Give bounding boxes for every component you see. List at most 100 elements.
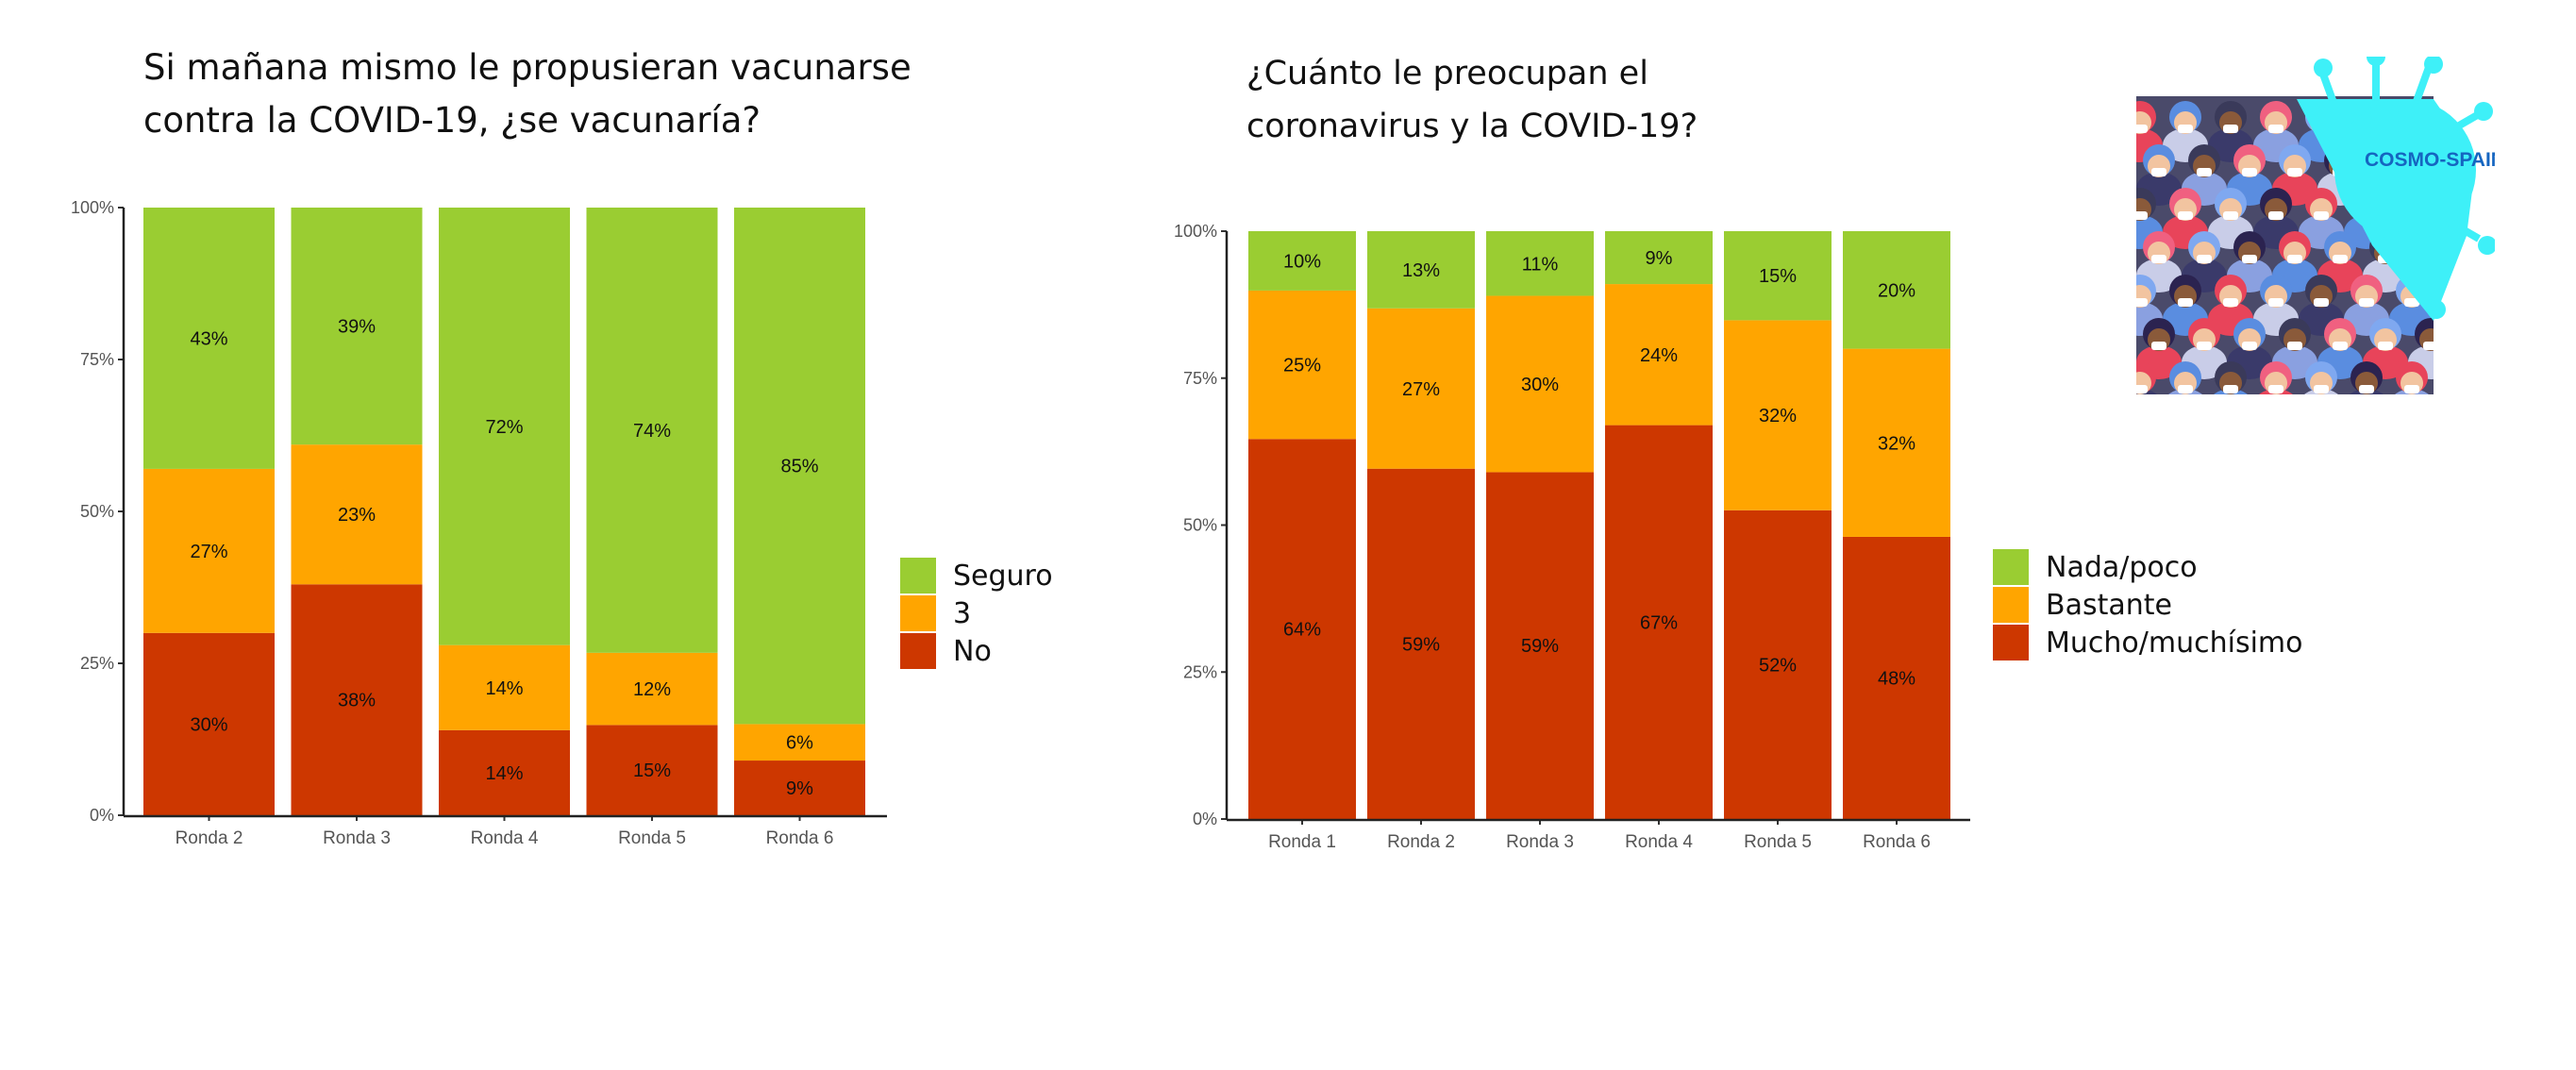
- crowd-mask: [2136, 211, 2148, 220]
- virus-icon: [2297, 57, 2495, 321]
- bar-segment: [1724, 231, 1832, 321]
- bar-segment: [143, 632, 275, 815]
- crowd-mask: [2197, 168, 2212, 176]
- crowd-mask: [2223, 385, 2238, 393]
- data-label: 32%: [1878, 433, 1915, 454]
- data-label: 64%: [1283, 620, 1321, 641]
- crowd-mask: [2423, 342, 2434, 350]
- data-label: 9%: [1646, 248, 1673, 269]
- data-label: 12%: [633, 679, 671, 700]
- bar-segment: [143, 208, 275, 469]
- crowd-mask: [2404, 298, 2419, 307]
- bar-segment: [586, 725, 718, 815]
- data-label: 52%: [1759, 655, 1797, 676]
- bar-segment: [1605, 231, 1713, 285]
- legend-swatch: [900, 633, 936, 669]
- crowd-mask: [2314, 385, 2329, 393]
- chart-title-vaccination: Si mañana mismo le propusieran vacunarse…: [143, 47, 912, 141]
- bar-segment: [586, 652, 718, 726]
- data-label: 25%: [1283, 356, 1321, 376]
- crowd-mask: [2333, 342, 2348, 350]
- legend-concern: Nada/poco Bastante Mucho/muchísimo: [1993, 548, 2303, 661]
- data-label: 13%: [1402, 260, 1440, 281]
- crowd-mask: [2333, 255, 2348, 263]
- crowd-mask: [2378, 342, 2393, 350]
- legend-swatch: [1993, 549, 2029, 585]
- bar-segment: [1724, 320, 1832, 510]
- legend-item: Bastante: [1993, 586, 2303, 624]
- bar-segment: [439, 644, 570, 730]
- y-tick-label: 25%: [1183, 662, 1217, 681]
- data-label: 30%: [190, 714, 227, 735]
- bar-segment: [1843, 231, 1950, 349]
- crowd-mask: [2268, 125, 2283, 133]
- legend-swatch: [1993, 625, 2029, 660]
- crowd-mask: [2178, 125, 2193, 133]
- chart-2: 64% 25% 10% Ronda 1 59% 27% 13% Ronda 2 59% 30% 11…: [1174, 222, 1970, 852]
- data-label: 27%: [1402, 379, 1440, 400]
- x-tick-label: Ronda 2: [1387, 832, 1455, 852]
- data-label: 27%: [190, 542, 227, 562]
- crowd-mask: [2197, 255, 2212, 263]
- data-label: 23%: [338, 505, 376, 526]
- legend-swatch: [900, 595, 936, 631]
- crowd-mask: [2178, 211, 2193, 220]
- legend-label: Nada/poco: [2046, 550, 2198, 584]
- crowd-mask: [2287, 342, 2302, 350]
- data-label: 14%: [485, 678, 523, 699]
- legend-label: Bastante: [2046, 588, 2172, 622]
- bar-segment: [1486, 231, 1594, 296]
- crowd-mask: [2268, 385, 2283, 393]
- crowd-mask: [2136, 298, 2148, 307]
- legend-label: Seguro: [953, 559, 1053, 593]
- y-tick-label: 100%: [1174, 222, 1217, 241]
- y-tick-label: 0%: [1193, 810, 1217, 828]
- data-label: 14%: [485, 763, 523, 784]
- x-tick-label: Ronda 4: [1625, 832, 1693, 852]
- bar-segment: [586, 208, 718, 653]
- data-label: 85%: [780, 457, 818, 477]
- crowd-mask: [2287, 168, 2302, 176]
- chart-title-concern: ¿Cuánto le preocupan el coronavirus y la…: [1246, 55, 1698, 145]
- bar-segment: [1843, 348, 1950, 537]
- x-tick-label: Ronda 3: [323, 828, 391, 848]
- crowd-mask: [2136, 385, 2148, 393]
- crowd-mask: [2287, 255, 2302, 263]
- data-label: 6%: [786, 733, 813, 754]
- bar-segment: [1248, 231, 1356, 291]
- data-label: 32%: [1759, 406, 1797, 426]
- data-label: 43%: [190, 328, 227, 349]
- data-label: 72%: [485, 417, 523, 438]
- bar-segment: [1248, 290, 1356, 440]
- bar-segment: [1367, 468, 1475, 819]
- bar-segment: [1367, 231, 1475, 309]
- bar-segment: [1724, 510, 1832, 819]
- data-label: 59%: [1402, 634, 1440, 655]
- legend-swatch: [1993, 587, 2029, 623]
- data-label: 38%: [338, 691, 376, 711]
- data-label: 39%: [338, 317, 376, 338]
- y-tick-label: 75%: [80, 350, 114, 369]
- x-tick-label: Ronda 4: [471, 828, 539, 848]
- crowd-mask: [2151, 168, 2166, 176]
- x-tick-label: Ronda 6: [766, 828, 834, 848]
- bar-segment: [439, 729, 570, 815]
- crowd-mask: [2242, 342, 2257, 350]
- data-label: 10%: [1283, 251, 1321, 272]
- x-tick-label: Ronda 1: [1268, 832, 1336, 852]
- data-label: 15%: [633, 761, 671, 781]
- x-tick-label: Ronda 2: [176, 828, 243, 848]
- bar-segment: [1486, 295, 1594, 473]
- bar-segment: [734, 761, 865, 815]
- legend-label: 3: [953, 596, 972, 630]
- legend-item: Seguro: [900, 557, 1053, 594]
- legend-item: Nada/poco: [1993, 548, 2303, 586]
- data-label: 59%: [1521, 636, 1559, 657]
- crowd-mask: [2314, 298, 2329, 307]
- bar-segment: [291, 584, 423, 815]
- bar-segment: [1605, 284, 1713, 426]
- x-tick-label: Ronda 5: [1744, 832, 1812, 852]
- crowd-mask: [2359, 385, 2374, 393]
- y-tick-label: 100%: [71, 198, 114, 217]
